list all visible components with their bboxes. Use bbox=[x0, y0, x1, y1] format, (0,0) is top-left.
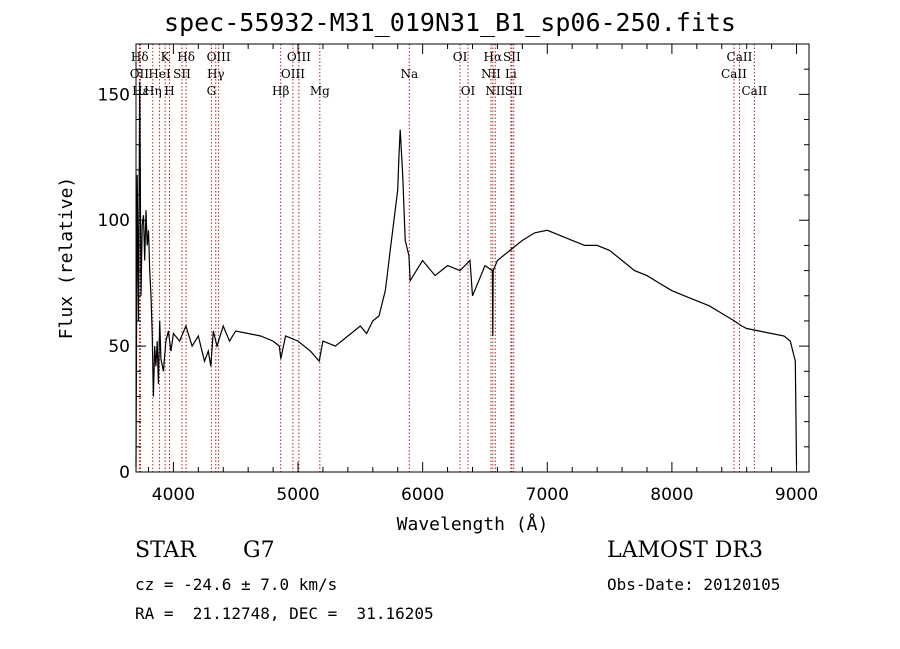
line-label: NII bbox=[481, 67, 501, 81]
line-label: Hδ bbox=[131, 50, 149, 64]
x-tick-label: 9000 bbox=[775, 485, 818, 505]
line-label: CaII bbox=[721, 67, 747, 81]
line-label: HeI bbox=[148, 67, 171, 81]
line-label: OIII bbox=[287, 50, 311, 64]
line-label: OIII bbox=[207, 50, 231, 64]
object-class: STAR bbox=[135, 538, 196, 563]
spectrum-line bbox=[135, 81, 798, 468]
x-tick-label: 7000 bbox=[526, 485, 569, 505]
line-label: Hη bbox=[144, 84, 162, 98]
x-tick-label: 5000 bbox=[276, 485, 319, 505]
line-label: OIII bbox=[281, 67, 305, 81]
redshift-info: cz = -24.6 ± 7.0 km/s bbox=[135, 575, 338, 594]
line-label: SII bbox=[503, 50, 521, 64]
line-label: Na bbox=[400, 67, 418, 81]
line-label: Li bbox=[505, 67, 517, 81]
x-tick-label: 4000 bbox=[152, 485, 195, 505]
line-label: G bbox=[207, 84, 217, 98]
y-tick-label: 50 bbox=[108, 337, 130, 357]
line-label: Hβ bbox=[272, 84, 289, 98]
chart-title: spec-55932-M31_019N31_B1_sp06-250.fits bbox=[164, 8, 736, 37]
x-axis-label: Wavelength (Å) bbox=[397, 513, 549, 535]
line-label: SII bbox=[173, 67, 191, 81]
plot-frame bbox=[135, 43, 810, 473]
line-label: CaII bbox=[727, 50, 753, 64]
line-label: OI bbox=[453, 50, 468, 64]
x-tick-label: 8000 bbox=[650, 485, 693, 505]
y-tick-label: 100 bbox=[98, 211, 130, 231]
line-label: Hδ bbox=[177, 50, 195, 64]
y-tick-label: 0 bbox=[119, 463, 130, 483]
object-subclass: G7 bbox=[243, 538, 275, 563]
x-tick-label: 6000 bbox=[401, 485, 444, 505]
line-label: SII bbox=[505, 84, 523, 98]
survey-label: LAMOST DR3 bbox=[607, 538, 763, 563]
line-label: NII bbox=[485, 84, 505, 98]
line-label: OI bbox=[461, 84, 476, 98]
line-label: OII bbox=[130, 67, 150, 81]
line-label: Mg bbox=[310, 84, 330, 98]
line-label: Hα bbox=[484, 50, 503, 64]
line-label: H bbox=[164, 84, 174, 98]
line-label: Hγ bbox=[207, 67, 225, 81]
line-label: K bbox=[161, 50, 171, 64]
y-axis-label: Flux (relative) bbox=[56, 177, 77, 340]
coordinates-info: RA = 21.12748, DEC = 31.16205 bbox=[135, 604, 434, 623]
line-label: CaII bbox=[741, 84, 767, 98]
y-tick-label: 150 bbox=[98, 85, 130, 105]
obs-date: Obs-Date: 20120105 bbox=[607, 575, 781, 594]
